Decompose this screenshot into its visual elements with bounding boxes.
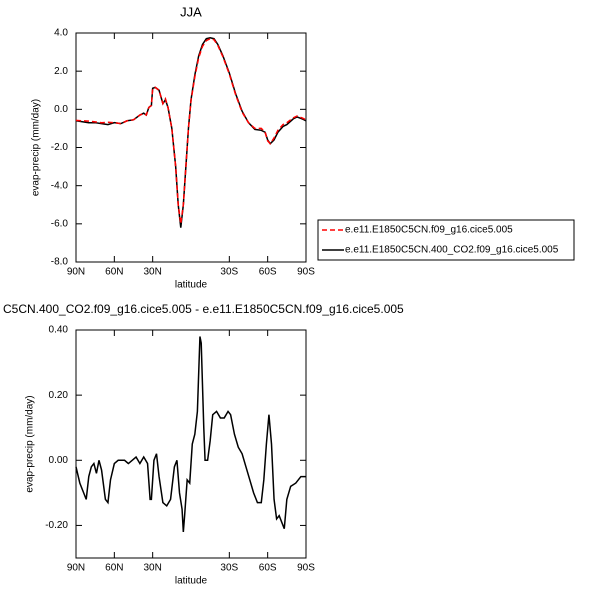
- y-tick-label: 4.0: [54, 28, 68, 39]
- x-tick-label: 60N: [105, 267, 123, 278]
- x-tick-label: 30S: [220, 267, 238, 278]
- data-line: [75, 36, 307, 228]
- chart-title: JJA: [180, 4, 202, 19]
- x-axis-label: latitude: [175, 576, 208, 587]
- x-tick-label: 60N: [105, 563, 123, 574]
- x-tick-label: 90N: [67, 563, 85, 574]
- legend-label: e.e11.E1850C5CN.f09_g16.cice5.005: [345, 225, 513, 236]
- x-tick-label: 60S: [259, 563, 277, 574]
- x-tick-label: 30S: [220, 563, 238, 574]
- y-tick-label: -4.0: [51, 180, 69, 191]
- y-tick-label: 0.0: [54, 104, 68, 115]
- x-tick-label: 30N: [143, 563, 161, 574]
- chart-title: C5CN.400_CO2.f09_g16.cice5.005 - e.e11.E…: [3, 302, 404, 316]
- legend-label: e.e11.E1850C5CN.400_CO2.f09_g16.cice5.00…: [345, 245, 559, 256]
- legend-box: [317, 219, 575, 261]
- x-axis-label: latitude: [175, 280, 208, 291]
- x-tick-label: 90S: [297, 563, 315, 574]
- y-tick-label: 0.20: [49, 390, 69, 401]
- x-tick-label: 90S: [297, 267, 315, 278]
- y-axis-label: evap-precip (mm/day): [25, 395, 36, 492]
- data-line: [75, 37, 307, 224]
- plot-frame: [75, 329, 307, 559]
- y-tick-label: -0.20: [45, 520, 68, 531]
- x-tick-label: 90N: [67, 267, 85, 278]
- plot-frame: [75, 32, 307, 263]
- y-tick-label: 0.40: [49, 325, 69, 336]
- y-tick-label: -8.0: [51, 257, 69, 268]
- y-axis-label: evap-precip (mm/day): [31, 99, 42, 196]
- y-tick-label: -6.0: [51, 218, 69, 229]
- y-tick-label: 2.0: [54, 66, 68, 77]
- x-tick-label: 30N: [143, 267, 161, 278]
- x-tick-label: 60S: [259, 267, 277, 278]
- y-tick-label: 0.00: [49, 455, 69, 466]
- data-line: [75, 336, 306, 532]
- y-tick-label: -2.0: [51, 142, 69, 153]
